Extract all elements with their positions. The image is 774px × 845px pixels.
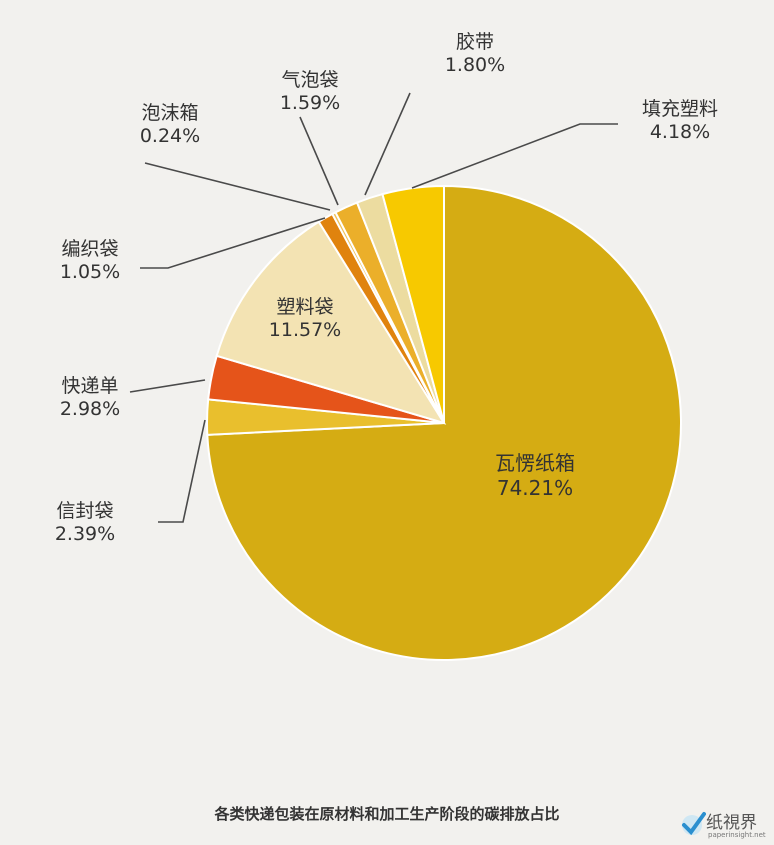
slice-value: 0.24% xyxy=(139,125,201,147)
slice-value: 2.98% xyxy=(59,398,121,420)
checkmark-logo-icon xyxy=(682,812,706,836)
slice-value: 1.80% xyxy=(444,54,506,76)
pie-chart xyxy=(129,92,682,661)
leader-line xyxy=(364,92,411,196)
slice-name: 瓦愣纸箱 xyxy=(495,451,575,475)
slice-value: 4.18% xyxy=(649,121,711,143)
slice-name: 信封袋 xyxy=(56,500,114,522)
leader-line xyxy=(140,217,326,269)
slice-name: 泡沫箱 xyxy=(141,102,199,124)
slice-value: 1.05% xyxy=(59,261,121,283)
leader-line xyxy=(144,162,331,211)
label-foam-box: 泡沫箱 0.24% xyxy=(125,102,215,148)
brand-url: paperinsight.net xyxy=(708,831,766,839)
slice-value: 11.57% xyxy=(268,319,342,341)
slice-name: 编织袋 xyxy=(61,238,119,260)
chart-title: 各类快递包装在原材料和加工生产阶段的碳排放占比 xyxy=(214,805,560,823)
leader-line xyxy=(158,419,206,523)
pie-slice xyxy=(215,220,447,425)
label-plastic-bag: 塑料袋 11.57% xyxy=(250,296,360,342)
label-waybill: 快递单 2.98% xyxy=(45,375,135,421)
slice-name: 快递单 xyxy=(61,375,119,397)
brand-name: 纸視界 xyxy=(706,813,757,833)
label-envelope-bag: 信封袋 2.39% xyxy=(40,500,130,546)
leader-line xyxy=(299,116,339,206)
brand-logo: 纸視界 paperinsight.net xyxy=(680,808,770,842)
leader-line xyxy=(129,379,206,393)
label-filling-plastic: 填充塑料 4.18% xyxy=(625,98,735,144)
slice-name: 塑料袋 xyxy=(276,296,334,318)
label-woven-bag: 编织袋 1.05% xyxy=(45,238,135,284)
slice-value: 2.39% xyxy=(54,523,116,545)
slice-name: 填充塑料 xyxy=(641,98,718,120)
slice-value: 1.59% xyxy=(279,92,341,114)
leader-line xyxy=(411,123,618,189)
label-corrugated-box: 瓦愣纸箱 74.21% xyxy=(470,451,600,501)
label-bubble-bag: 气泡袋 1.59% xyxy=(265,69,355,115)
slice-value: 74.21% xyxy=(496,476,574,500)
slice-name: 气泡袋 xyxy=(281,69,339,91)
slice-name: 胶带 xyxy=(455,31,494,53)
label-tape: 胶带 1.80% xyxy=(430,31,520,77)
